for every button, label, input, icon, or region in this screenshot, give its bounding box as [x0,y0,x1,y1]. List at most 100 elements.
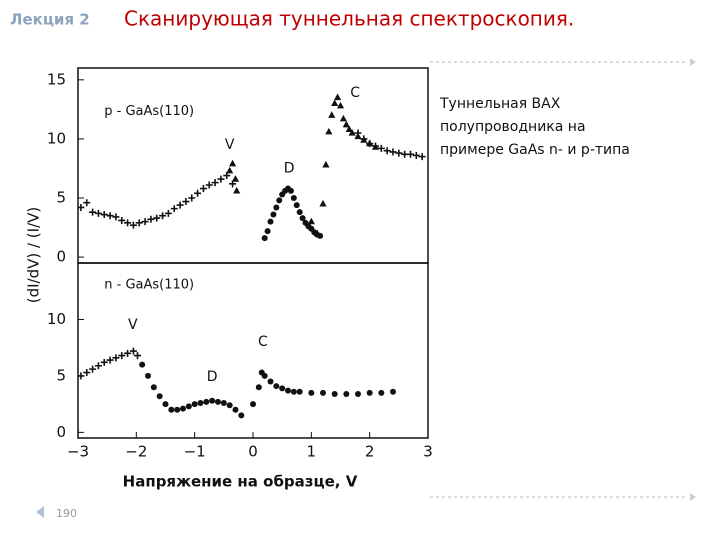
data-point [180,405,186,412]
data-point [290,388,297,395]
data-point [197,400,204,406]
data-point [100,211,108,219]
data-point [135,219,143,227]
note: Туннельная ВАХ полупроводника на примере G… [439,96,630,158]
data-point [285,387,291,394]
data-point [343,390,350,397]
data-point [118,216,126,224]
page-number: 190 [56,507,77,520]
data-point [273,383,280,390]
data-point [89,208,97,216]
data-point [147,215,155,223]
annotation: C [350,85,360,101]
data-point [194,189,202,197]
data-point [220,400,227,406]
x-tick-label: 3 [423,443,433,461]
slide-title: Сканирующая туннельная спектроскопия. [124,7,574,31]
data-point [145,372,151,379]
data-point [94,362,102,370]
x-tick-label: 1 [307,443,317,461]
annotation: p - GaAs(110) [104,104,194,119]
data-point [159,212,167,220]
bullet [36,506,44,518]
data-point [389,148,397,156]
data-point [112,213,120,221]
data-point [320,389,326,396]
data-point [129,221,137,229]
data-point [328,111,336,118]
data-point [211,179,219,187]
data-point [293,202,300,209]
data-point [345,125,353,133]
y-tick-label: 15 [47,70,66,88]
x-tick-label: −3 [67,443,89,461]
data-point [319,199,327,207]
data-point [134,352,141,360]
data-point [296,209,303,216]
data-point [233,186,241,194]
data-point [168,406,175,413]
data-point [238,412,245,419]
data-point [378,389,385,396]
data-point [377,144,385,152]
data-point [156,393,163,400]
data-point [215,398,221,405]
data-point [308,389,315,396]
data-point [188,194,196,202]
data-point [313,229,321,237]
data-point [355,390,361,397]
data-point [141,218,149,226]
data-point [226,166,234,174]
data-point [77,203,85,211]
data-point [267,378,274,385]
bullet [690,493,696,501]
data-point [307,217,315,225]
y-axis-label: (dI/dV) / (I/V) [25,207,43,304]
data-point [299,215,306,222]
data-point [228,159,237,167]
data-point [366,140,374,148]
data-point [390,388,396,395]
data-point [322,160,330,168]
data-point [232,406,239,413]
x-tick-label: 2 [365,443,375,461]
data-point [100,358,108,366]
data-point [106,212,114,220]
x-tick-label: −2 [125,443,147,461]
data-point [372,142,379,150]
y-tick-label: 0 [56,423,66,441]
data-point [77,372,85,380]
data-point [261,372,268,379]
data-point [199,185,207,193]
data-point [89,365,97,373]
x-tick-label: 0 [248,443,258,461]
data-point [325,127,333,135]
data-point [231,175,240,182]
data-point [366,389,373,396]
data-point [336,101,345,109]
data-point [185,403,192,410]
data-point [139,361,146,368]
data-point [162,401,169,408]
y-tick-label: 10 [47,129,66,147]
data-point [290,195,297,201]
data-point [267,218,274,225]
data-point [106,356,114,364]
data-point [170,205,178,213]
data-point [153,214,161,222]
note-line: примере GaAs n- и p-типа [440,142,630,158]
data-point [273,204,280,211]
annotation: V [128,317,138,333]
data-point [331,99,339,107]
data-point [412,151,420,159]
data-point [174,406,181,413]
data-point [112,354,120,362]
data-point [83,199,91,207]
y-tick-label: 5 [56,366,66,384]
data-point [250,401,256,408]
annotation: D [207,369,218,385]
data-point [182,198,190,206]
data-point [354,129,362,137]
data-point [124,349,132,357]
